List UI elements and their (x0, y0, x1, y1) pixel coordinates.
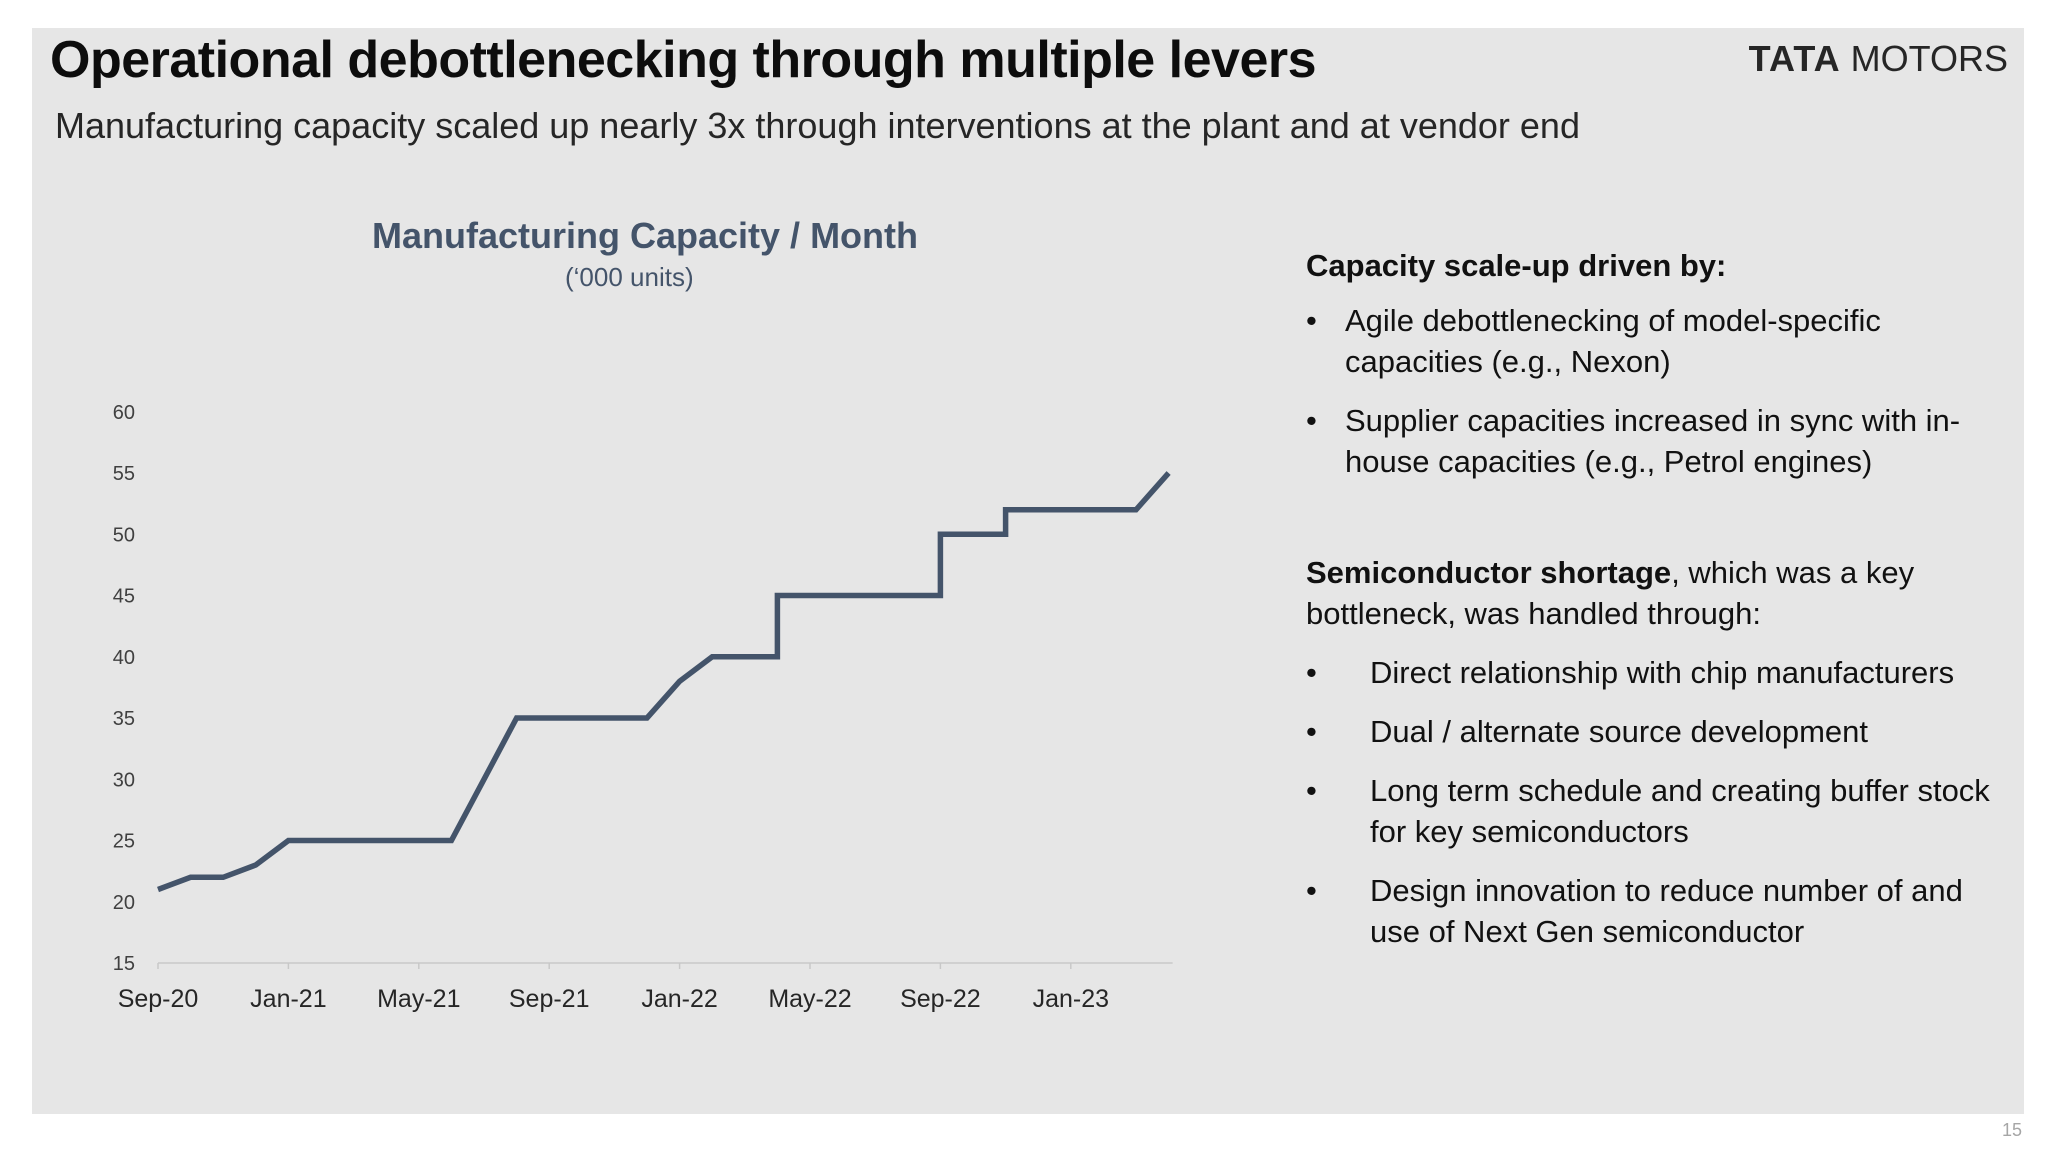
chart-subtitle: (‘000 units) (565, 262, 694, 292)
x-axis: Sep-20 Jan-21 May-21 Sep-21 Jan-22 May-22 Sep-… (118, 962, 1173, 1013)
bullet-dot: • (1306, 303, 1317, 338)
capacity-series (157, 471, 1171, 893)
bullet-dot: • (1306, 655, 1317, 690)
capacity-heading: Capacity scale-up driven by: (1306, 248, 1727, 283)
right-panel: Capacity scale-up driven by: • Agile deb… (1306, 245, 1996, 952)
y-tick-label: 40 (113, 647, 135, 669)
list-item: • Dual / alternate source development (1306, 711, 1996, 752)
bullet-text: Dual / alternate source development (1370, 714, 1869, 749)
x-tick-label: May-21 (377, 985, 460, 1013)
y-tick-label: 45 (113, 586, 135, 608)
semiconductor-heading-rest: , which was a key bottleneck, was handle… (1306, 555, 1915, 631)
bullet-dot: • (1306, 403, 1317, 438)
list-item: • Agile debottlenecking of model-specifi… (1306, 300, 1996, 382)
capacity-line (157, 471, 1171, 893)
bullet-text: Long term schedule and creating buffer s… (1370, 773, 1990, 849)
list-item: • Long term schedule and creating buffer… (1306, 770, 1996, 852)
bullet-dot: • (1306, 714, 1317, 749)
x-tick-label: Sep-21 (509, 985, 590, 1013)
chart-title: Manufacturing Capacity / Month (372, 215, 919, 256)
page-number: 15 (2001, 1120, 2022, 1140)
y-tick-label: 35 (113, 708, 135, 730)
bullet-text: Design innovation to reduce number of an… (1370, 873, 1963, 949)
y-tick-label: 25 (113, 831, 135, 853)
bullet-dot: • (1306, 873, 1317, 908)
bullet-text: Direct relationship with chip manufactur… (1370, 655, 1955, 690)
slide-background (32, 28, 2024, 1114)
page-subtitle: Manufacturing capacity scaled up nearly … (55, 105, 1580, 146)
y-tick-label: 20 (113, 892, 135, 914)
tata-motors-logo: TATA MOTORS (1749, 38, 2008, 80)
y-tick-label: 50 (113, 524, 135, 546)
y-tick-label: 55 (113, 463, 135, 485)
page-title: Operational debottlenecking through mult… (50, 31, 1317, 89)
bullet-text: Supplier capacities increased in sync wi… (1345, 403, 1961, 479)
y-tick-label: 15 (113, 953, 135, 975)
bullet-dot: • (1306, 773, 1317, 808)
bullet-text: Agile debottlenecking of model-specific … (1345, 303, 1881, 379)
y-tick-label: 60 (113, 402, 135, 424)
semiconductor-heading: Semiconductor shortage, which was a key … (1306, 552, 1996, 634)
logo-tata-text: TATA (1748, 38, 1841, 79)
logo-motors-text: MOTORS (1850, 38, 2008, 79)
x-tick-label: Jan-21 (250, 985, 326, 1013)
x-tick-label: Jan-23 (1033, 985, 1109, 1013)
y-tick-label: 30 (113, 769, 135, 791)
list-item: • Supplier capacities increased in sync … (1306, 400, 1996, 482)
x-tick-label: Sep-22 (900, 985, 981, 1013)
list-item: • Design innovation to reduce number of … (1306, 870, 1996, 952)
semiconductor-heading-bold: Semiconductor shortage (1306, 555, 1672, 590)
x-tick-label: May-22 (768, 985, 851, 1013)
list-item: • Direct relationship with chip manufact… (1306, 652, 1996, 693)
x-tick-label: Jan-22 (641, 985, 717, 1013)
y-axis-ticks: 15 20 25 30 35 40 45 50 55 60 (113, 402, 135, 975)
x-tick-label: Sep-20 (118, 985, 199, 1013)
